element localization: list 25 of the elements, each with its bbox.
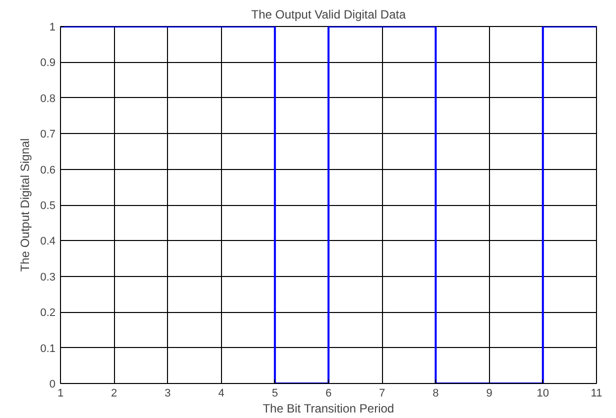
y-axis-title: The Output Digital Signal	[18, 138, 32, 272]
y-tick-label: 0	[49, 378, 56, 390]
y-tick-label: 0.7	[40, 128, 56, 141]
x-tick-label: 11	[590, 388, 602, 400]
x-tick-label: 7	[379, 388, 386, 400]
x-tick-label: 10	[536, 388, 550, 400]
y-tick-label: 0.1	[40, 342, 56, 355]
y-tick-label: 0.6	[40, 164, 56, 176]
y-tick-label: 0.9	[40, 57, 56, 70]
x-axis-title: The Bit Transition Period	[262, 402, 394, 416]
x-tick-label: 3	[164, 388, 171, 400]
x-tick-label: 9	[486, 388, 492, 400]
y-tick-label: 0.4	[40, 236, 56, 248]
x-tick-label: 8	[432, 388, 439, 400]
y-tick-label: 0.8	[40, 92, 56, 105]
x-tick-label: 2	[111, 388, 118, 400]
chart-title: The Output Valid Digital Data	[251, 8, 406, 22]
x-tick-label: 4	[218, 388, 224, 400]
x-tick-label: 5	[272, 388, 278, 400]
y-tick-label: 0.5	[40, 200, 56, 212]
x-tick-label: 1	[57, 388, 64, 400]
y-tick-label: 0.3	[40, 271, 56, 284]
y-tick-label: 0.2	[40, 307, 56, 320]
y-tick-label: 1	[49, 22, 56, 34]
x-tick-label: 6	[325, 388, 332, 400]
